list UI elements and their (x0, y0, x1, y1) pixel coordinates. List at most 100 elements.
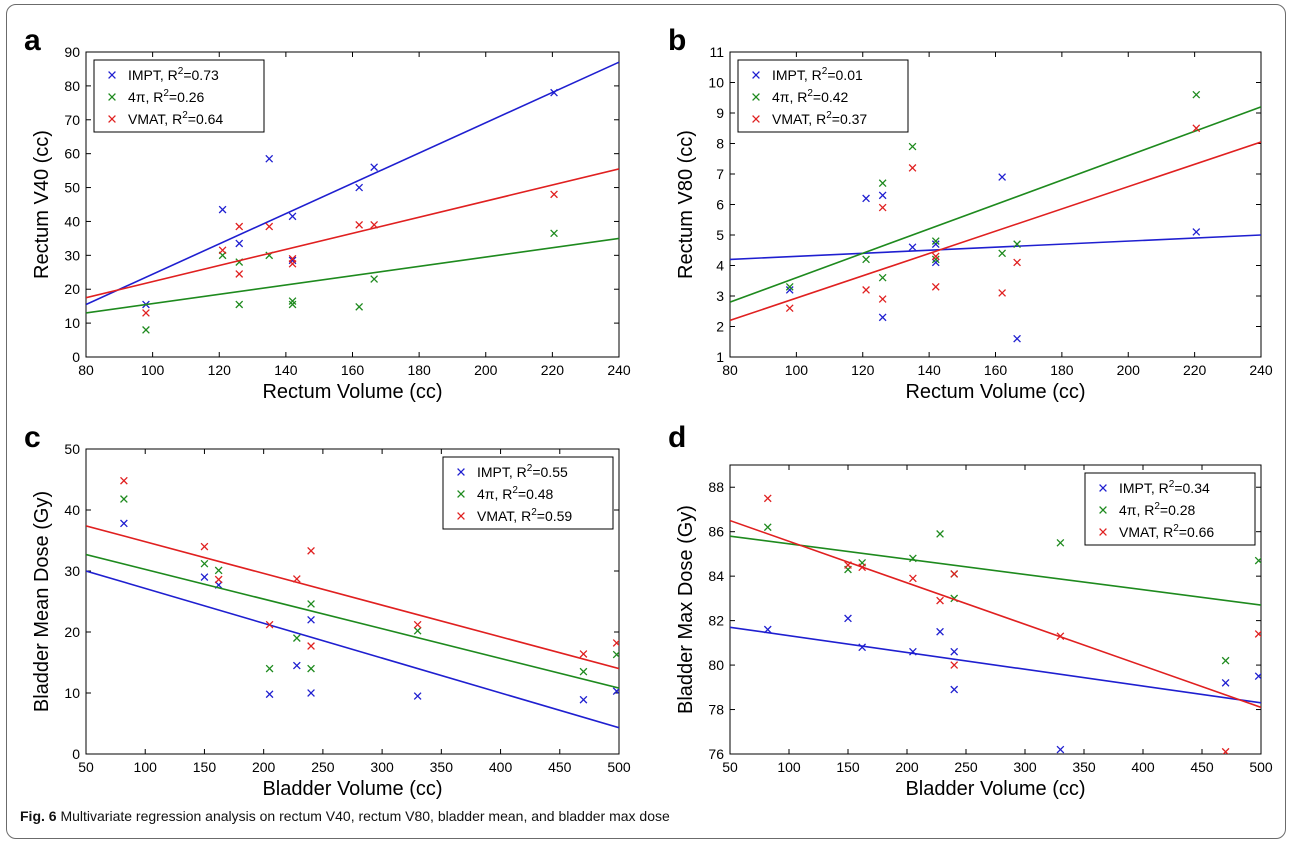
plot-area (729, 464, 1262, 755)
y-tick-label: 8 (716, 136, 724, 152)
y-tick-label: 50 (64, 180, 80, 196)
data-layer (86, 476, 619, 729)
x-axis-label: Bladder Volume (cc) (905, 778, 1085, 800)
legend-entry-4pi: 4π, R2=0.42 (772, 88, 849, 105)
x-tick-label: 220 (541, 362, 565, 378)
panel-label: a (24, 24, 41, 57)
point-4pi (1013, 240, 1021, 249)
fit-line-vmat (730, 519, 1261, 709)
legend-marker-vmat (1099, 528, 1107, 536)
y-tick-label: 30 (64, 563, 80, 579)
legend-entry-vmat: VMAT, R2=0.66 (1119, 523, 1214, 540)
legend-entry-impt: IMPT, R2=0.55 (477, 463, 568, 480)
point-vmat (858, 563, 867, 572)
fit-line-vmat (86, 168, 619, 299)
legend-marker-vmat (752, 115, 760, 123)
fit-line-impt (730, 626, 1261, 704)
fit-line-impt (730, 234, 1261, 261)
x-tick-label: 50 (722, 759, 738, 775)
x-axis-label: Rectum Volume (cc) (905, 381, 1085, 403)
legend-box (737, 59, 909, 133)
x-tick-label: 350 (1072, 759, 1096, 775)
x-tick-label: 350 (430, 759, 454, 775)
point-impt (413, 692, 422, 700)
y-axis-label: Bladder Max Dose (Gy) (675, 505, 697, 714)
x-tick-label: 50 (78, 759, 94, 775)
x-axis-label: Rectum Volume (cc) (262, 381, 442, 403)
point-vmat (785, 304, 794, 313)
legend: IMPT, R2=0.55 4π, R2=0.48 VMAT, R2=0.59 (442, 456, 614, 530)
point-impt (950, 685, 959, 694)
caption-label: Fig. 6 (20, 808, 57, 824)
x-tick-label: 500 (607, 759, 631, 775)
point-impt (878, 313, 887, 322)
point-vmat (218, 246, 227, 255)
x-tick-label: 300 (370, 759, 394, 775)
point-vmat (950, 661, 959, 669)
point-impt (998, 173, 1006, 181)
x-tick-label: 450 (1190, 759, 1214, 775)
y-tick-label: 84 (708, 568, 724, 584)
fit-line-impt (86, 61, 619, 306)
point-4pi (288, 297, 297, 305)
fit-line-4pi (730, 106, 1261, 303)
x-tick-label: 80 (722, 362, 738, 378)
y-tick-label: 82 (708, 613, 724, 629)
point-impt (265, 690, 274, 699)
fit-line-impt (86, 570, 619, 729)
y-tick-label: 70 (64, 112, 80, 128)
point-4pi (1221, 656, 1230, 665)
legend: IMPT, R2=0.01 4π, R2=0.42 VMAT, R2=0.37 (737, 59, 909, 133)
data-layer (730, 90, 1261, 343)
legend-marker-vmat (108, 115, 116, 123)
y-axis-label: Rectum V80 (cc) (675, 130, 697, 279)
point-impt (878, 191, 887, 200)
point-impt (931, 240, 940, 249)
x-tick-label: 120 (208, 362, 232, 378)
data-layer (86, 61, 619, 334)
figure-caption: Fig. 6 Multivariate regression analysis … (20, 808, 670, 824)
point-impt (936, 627, 944, 636)
point-impt (931, 258, 940, 267)
point-impt (292, 661, 301, 670)
y-tick-label: 20 (64, 624, 80, 640)
chart-panel-b: b 80 100 120 140 160 180 200 220 240 1 2 3 4 5 6 7 8 9 10 11… (668, 24, 1273, 403)
panel-label: d (668, 421, 686, 454)
point-vmat (307, 547, 315, 555)
point-impt (370, 163, 379, 172)
y-tick-label: 3 (716, 288, 724, 304)
point-impt (908, 243, 917, 252)
y-tick-label: 7 (716, 166, 724, 182)
point-impt (288, 212, 297, 221)
x-tick-label: 140 (917, 362, 941, 378)
legend-entry-vmat: VMAT, R2=0.37 (772, 110, 867, 127)
point-4pi (292, 634, 301, 642)
chart-panel-d: d 50 100 150 200 250 300 350 400 450 500 76 78 80 82 84… (668, 421, 1273, 800)
point-impt (1013, 334, 1021, 343)
point-vmat (265, 222, 274, 231)
legend-marker-impt (108, 71, 116, 79)
point-impt (1221, 679, 1230, 687)
point-impt (307, 615, 315, 624)
legend-entry-4pi: 4π, R2=0.26 (128, 88, 205, 105)
y-tick-label: 0 (72, 349, 80, 365)
legend-marker-vmat (457, 512, 465, 520)
point-4pi (998, 249, 1006, 258)
point-4pi (288, 300, 297, 309)
fit-line-4pi (86, 553, 619, 689)
point-vmat (936, 596, 944, 605)
point-impt (218, 205, 227, 214)
plot-area (85, 448, 620, 755)
y-tick-label: 10 (64, 315, 80, 331)
legend-marker-4pi (1099, 506, 1107, 514)
point-impt (909, 647, 917, 656)
point-impt (235, 239, 244, 248)
point-vmat (235, 222, 244, 231)
point-impt (844, 614, 852, 623)
y-tick-label: 5 (716, 227, 724, 243)
point-vmat (355, 220, 364, 229)
point-4pi (936, 530, 944, 538)
point-impt (1192, 228, 1201, 236)
point-4pi (265, 664, 274, 673)
